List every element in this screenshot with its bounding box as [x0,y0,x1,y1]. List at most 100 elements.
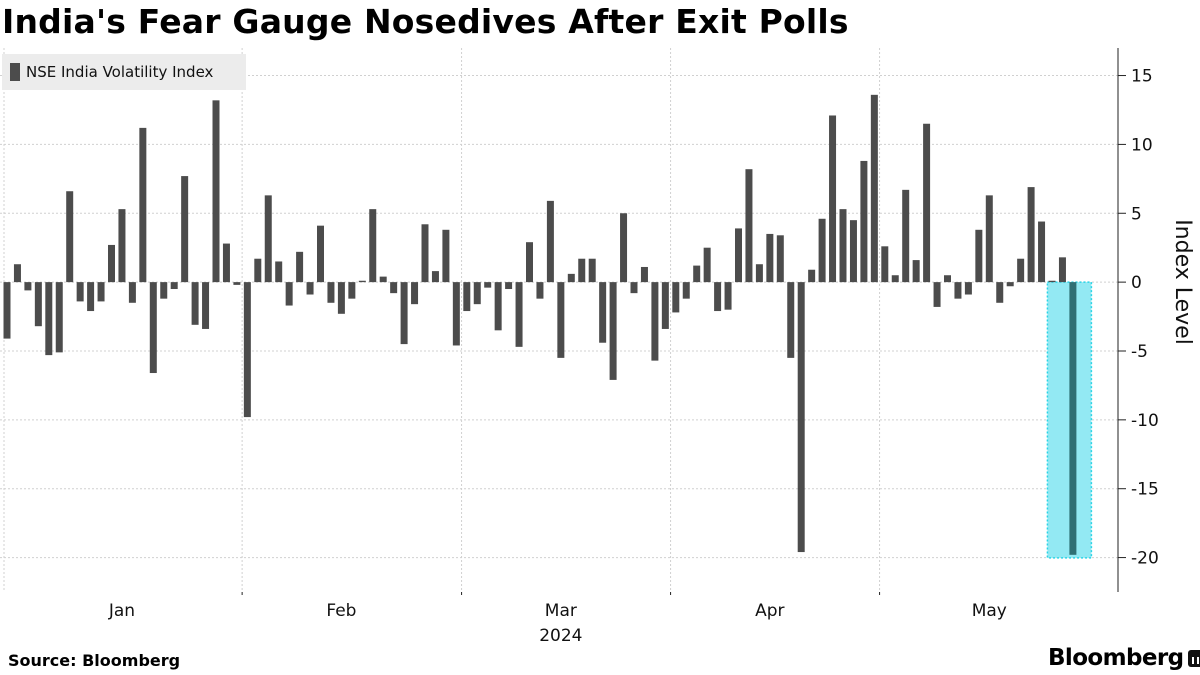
bloomberg-logo: Bloomberg [1048,645,1200,671]
bar [254,258,262,283]
x-tick-label: Jan [108,601,135,621]
bar [839,209,847,283]
bar [546,200,554,283]
bar [149,282,157,374]
bar [181,176,189,283]
x-tick-label: Feb [326,601,356,621]
bar [651,282,659,361]
bar [390,282,398,294]
bar [494,282,502,331]
bar [97,282,105,302]
bar [588,258,596,283]
bar [34,282,42,327]
bar [1058,257,1066,283]
bar [212,100,220,283]
bar [1038,221,1046,283]
bar [400,282,408,345]
bar [296,251,304,283]
bar [275,261,283,283]
bar [557,282,565,358]
bar [170,282,178,290]
bar [3,282,11,339]
bar [1048,280,1056,283]
bar [661,282,669,329]
bar [421,224,429,283]
bar [1017,258,1025,283]
axes: 15 10 5 0 -5 -10 -15 -20 Jan Feb Mar Apr May 2024 [108,48,1159,646]
bar [787,282,795,358]
bar [599,282,607,343]
bar [452,282,460,346]
bar [609,282,617,380]
bar [620,213,628,283]
bar [442,229,450,283]
bar [327,282,335,303]
bar [24,282,32,291]
y-tick-label: -10 [1131,411,1159,431]
x-tick-label: Apr [755,601,784,621]
bar [139,127,147,283]
bar [411,282,419,305]
bar [306,282,314,295]
bar [160,282,168,299]
legend-label: NSE India Volatility Index [26,63,214,81]
bar [55,282,63,353]
bar [379,276,387,283]
bar [526,242,533,283]
bar [891,275,899,283]
bar [76,282,84,302]
bar [985,195,993,283]
bar-series [3,94,1077,555]
bar [463,282,471,312]
source-note: Source: Bloomberg [8,651,181,670]
y-tick-label: 15 [1131,67,1153,87]
bar [881,246,889,283]
y-tick-label: 5 [1131,204,1142,224]
bar [128,282,136,303]
bar [369,209,377,283]
bar [672,282,680,313]
bar [954,282,962,299]
bar [735,228,742,283]
bar [975,229,983,283]
bar [933,282,941,307]
bar [243,282,251,418]
bar [317,225,324,283]
bar [923,123,931,283]
bar [431,271,439,283]
y-tick-label: 0 [1131,273,1142,293]
bar [630,282,638,294]
y-tick-label: -15 [1131,480,1159,500]
bar [640,266,648,283]
bar [724,282,732,310]
bar [797,282,805,553]
bar [233,282,241,285]
legend-swatch [10,63,20,81]
bar [567,273,575,283]
bar [766,233,774,283]
bar [703,247,711,283]
x-tick-label: Mar [545,601,577,621]
bar [902,189,910,283]
bloomberg-terminal-icon [1188,649,1200,667]
bar [515,282,523,347]
bar [108,244,115,283]
y-axis-title: Index Level [1170,219,1195,345]
bar [222,243,230,283]
bar [505,282,513,290]
bar [755,264,763,283]
bar [1027,187,1035,283]
bar [1006,282,1014,287]
bar [264,195,272,283]
bar [818,218,826,283]
bar [776,235,784,283]
bar [202,282,210,329]
x-year-label: 2024 [539,626,582,646]
bar [745,169,753,283]
bar [484,282,492,288]
legend[interactable]: NSE India Volatility Index [2,54,246,90]
bar [536,282,544,299]
bar [808,269,816,283]
bar [337,282,345,314]
